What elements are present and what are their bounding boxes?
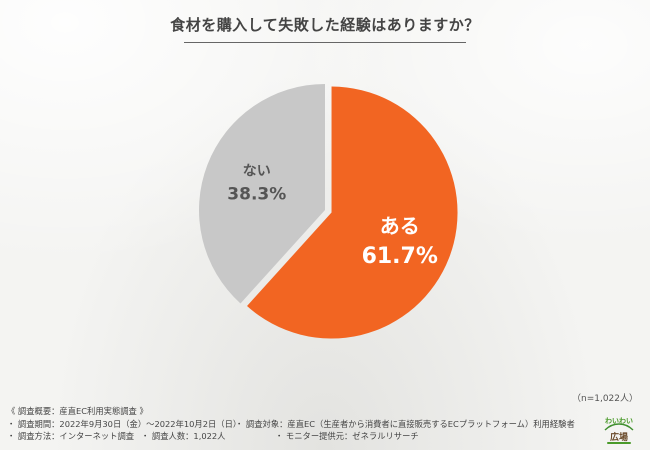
- survey-notes: 《 調査概要：産直EC利用実態調査 》 ・ 調査期間：2022年9月30日（金）…: [7, 405, 597, 443]
- notes-heading: 《 調査概要：産直EC利用実態調査 》: [7, 406, 148, 416]
- slice-value-no: 38.3%: [227, 185, 286, 205]
- notes-method: ・ 調査方法：インターネット調査: [7, 431, 135, 441]
- logo-top-text: わいわい: [605, 417, 633, 425]
- notes-period: ・ 調査期間：2022年9月30日（金）～2022年10月2日（日）: [7, 418, 242, 429]
- logo-mark: わいわい 広場: [604, 417, 634, 444]
- chart-title: 食材を購入して失敗した経験はありますか？: [170, 16, 480, 34]
- notes-provider: ・ モニター提供元：ゼネラルリサーチ: [275, 431, 419, 441]
- logo-bottom-text: 広場: [610, 431, 628, 443]
- notes-target: ・ 調査対象：産直EC（生産者から消費者に直接販売するECプラットフォーム）利用…: [235, 418, 575, 429]
- notes-count: ・ 調査人数：1,022人: [141, 431, 226, 441]
- slice-label-no: ない: [243, 164, 271, 180]
- pie-slice-no: [198, 84, 325, 304]
- pie-slice-yes: [247, 86, 458, 339]
- title-underline: [184, 42, 466, 43]
- sample-size: （n=1,022人）: [571, 394, 638, 404]
- slice-label-yes: ある: [380, 214, 420, 238]
- slice-value-yes: 61.7%: [362, 244, 438, 269]
